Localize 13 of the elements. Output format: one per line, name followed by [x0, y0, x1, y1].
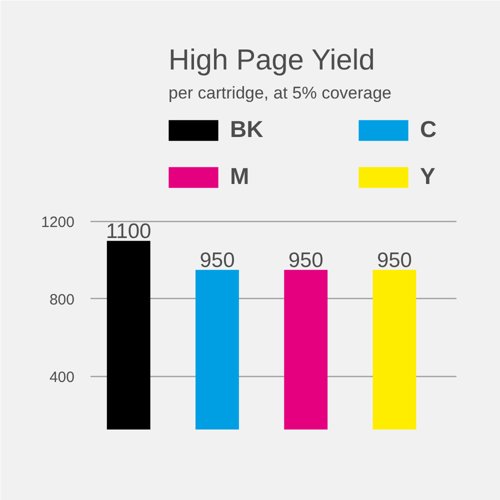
legend-label: M [230, 163, 250, 190]
legend-label: Y [420, 163, 436, 190]
data-label: 950 [288, 248, 324, 272]
legend-label: BK [230, 116, 264, 143]
chart-title: High Page Yield [168, 44, 375, 76]
data-label: 950 [200, 248, 235, 272]
y-tick-label: 800 [49, 291, 75, 308]
y-tick-label: 1200 [41, 214, 75, 232]
data-label: 1100 [106, 220, 152, 243]
data-label: 950 [376, 248, 412, 272]
legend-label: C [420, 116, 438, 143]
chart-subtitle: per cartridge, at 5% coverage [168, 84, 392, 102]
y-tick-label: 400 [49, 368, 75, 386]
